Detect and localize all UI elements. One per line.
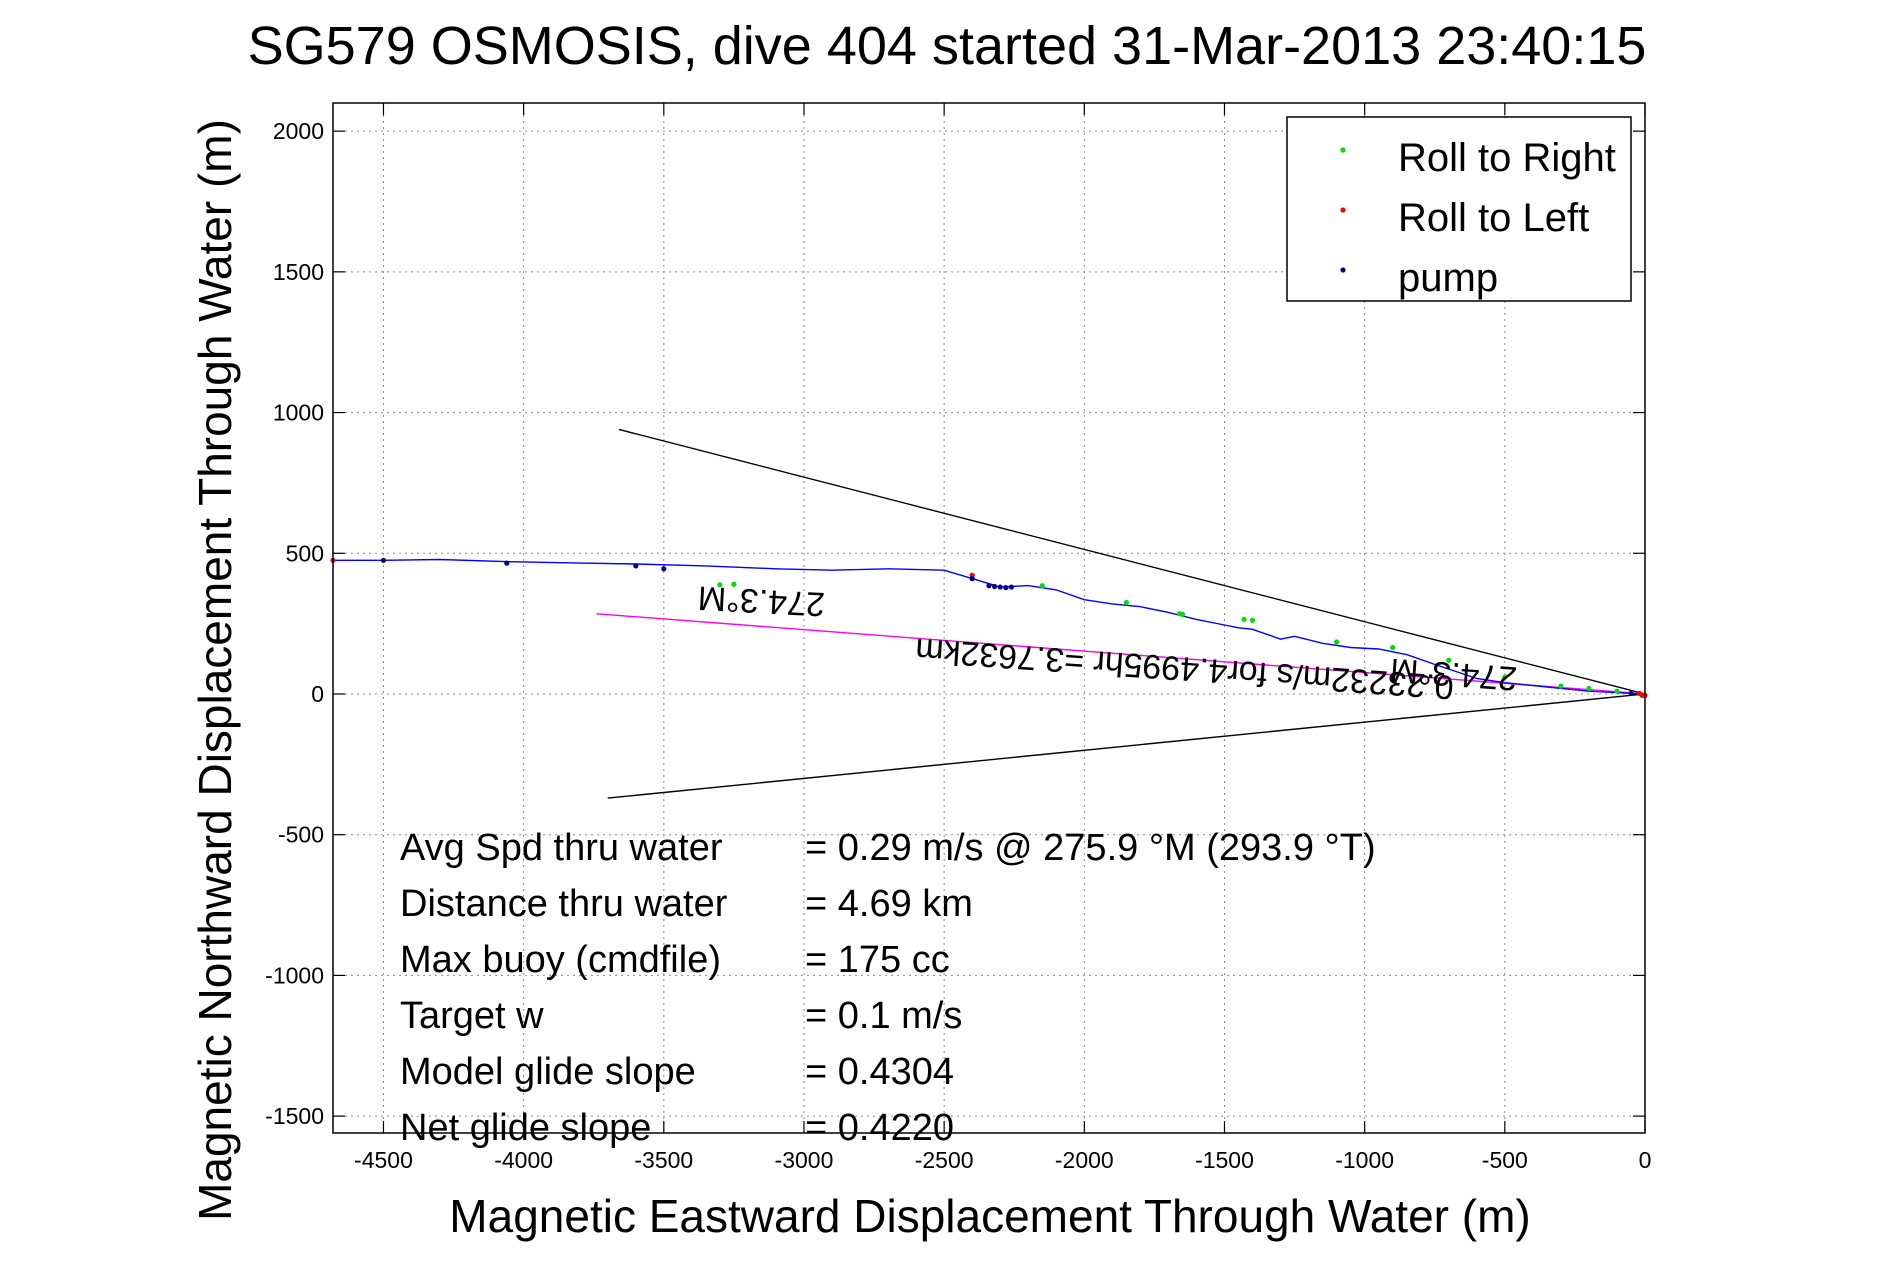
legend-label: pump [1398, 256, 1498, 300]
x-tick-label: -4000 [494, 1147, 553, 1173]
y-tick-label: 0 [311, 681, 324, 707]
marker-points [330, 557, 1648, 698]
legend-marker [1340, 147, 1346, 153]
stats-block: Avg Spd thru water = 0.29 m/s @ 275.9 °M … [400, 827, 1376, 1149]
roll-to-right-point [1039, 583, 1045, 589]
cone-upper-line [618, 428, 1646, 695]
pump-point [1008, 584, 1015, 590]
roll-to-right-point [731, 581, 737, 587]
net-heading-line [596, 613, 1646, 695]
legend-label: Roll to Left [1398, 196, 1589, 240]
y-tick-label: -500 [278, 822, 324, 848]
stat-label: Net glide slope [400, 1107, 651, 1149]
roll-to-right-point [1558, 683, 1564, 689]
pump-point [633, 563, 639, 569]
reference-lines [596, 428, 1646, 799]
x-tick-labels: -4500 -4000 -3500 -3000 -2500 -2000 -1500 -1000… [354, 1147, 1651, 1173]
roll-to-right-point [1241, 616, 1247, 623]
x-tick-label: -500 [1482, 1147, 1528, 1173]
x-tick-label: -4500 [354, 1147, 413, 1173]
pump-point [380, 557, 387, 563]
heading-annotation: 274.3°M [697, 579, 826, 624]
x-tick-label: -2500 [915, 1147, 974, 1173]
roll-to-right-point [1502, 674, 1508, 680]
plot-frame [332, 102, 1646, 1134]
y-tick-label: 500 [286, 540, 324, 566]
x-tick-label: -1000 [1335, 1147, 1394, 1173]
x-tick-label: -1500 [1195, 1147, 1254, 1173]
stat-label: Avg Spd thru water [400, 827, 723, 869]
stat-label: Model glide slope [400, 1051, 696, 1093]
roll-to-right-point [1390, 644, 1396, 651]
roll-to-right-point [717, 582, 723, 588]
pump-point [1628, 690, 1634, 697]
roll-to-right-point [1446, 657, 1452, 663]
stat-value: = 0.1 m/s [805, 995, 962, 1037]
stat-value: = 0.4304 [805, 1051, 954, 1093]
chart-title: SG579 OSMOSIS, dive 404 started 31-Mar-2… [248, 16, 1647, 76]
legend-label: Roll to Right [1398, 136, 1616, 180]
y-tick-label: 2000 [273, 118, 324, 144]
x-tick-label: -2000 [1055, 1147, 1114, 1173]
roll-to-right-point [1334, 639, 1340, 645]
legend: Roll to Right Roll to Left pump [1286, 116, 1632, 302]
cone-lower-line [607, 693, 1646, 799]
pump-point [1003, 585, 1009, 591]
y-axis-label: Magnetic Northward Displacement Through … [189, 119, 241, 1221]
pump-point [969, 576, 975, 582]
y-tick-label: 1500 [273, 259, 324, 285]
x-tick-label: -3500 [634, 1147, 693, 1173]
y-tick-label: 1000 [273, 400, 324, 426]
stat-label: Target w [400, 995, 544, 1037]
x-tick-label: -3000 [775, 1147, 834, 1173]
legend-marker [1340, 267, 1346, 273]
track-line [333, 558, 1646, 695]
x-tick-label: 0 [1639, 1147, 1652, 1173]
roll-to-right-point [1614, 688, 1620, 694]
stat-label: Max buoy (cmdfile) [400, 939, 721, 981]
roll-to-right-point [1123, 599, 1129, 606]
roll-to-right-point [1179, 611, 1186, 617]
pump-point [986, 583, 992, 589]
track-series [333, 558, 1646, 695]
stat-value: = 175 cc [805, 939, 950, 981]
y-tick-label: -1500 [265, 1103, 324, 1129]
heading-annotation: 274.3°M [1389, 651, 1518, 698]
y-tick-label: -1000 [265, 962, 324, 988]
x-axis-label: Magnetic Eastward Displacement Through W… [449, 1190, 1530, 1242]
pump-point [504, 560, 510, 566]
stat-value: = 0.4220 [805, 1107, 954, 1149]
pump-point [661, 566, 667, 572]
roll-to-right-point [1249, 617, 1256, 623]
stat-label: Distance thru water [400, 883, 728, 925]
roll-to-right-point [1586, 685, 1592, 691]
y-tick-labels: 2000 1500 1000 500 0 -500 -1000 -1500 [265, 118, 324, 1129]
pump-point [992, 583, 998, 590]
pump-point [997, 584, 1003, 590]
stat-value: = 0.29 m/s @ 275.9 °M (293.9 °T) [805, 827, 1376, 869]
stat-value: = 4.69 km [805, 883, 973, 925]
legend-marker [1340, 207, 1346, 213]
